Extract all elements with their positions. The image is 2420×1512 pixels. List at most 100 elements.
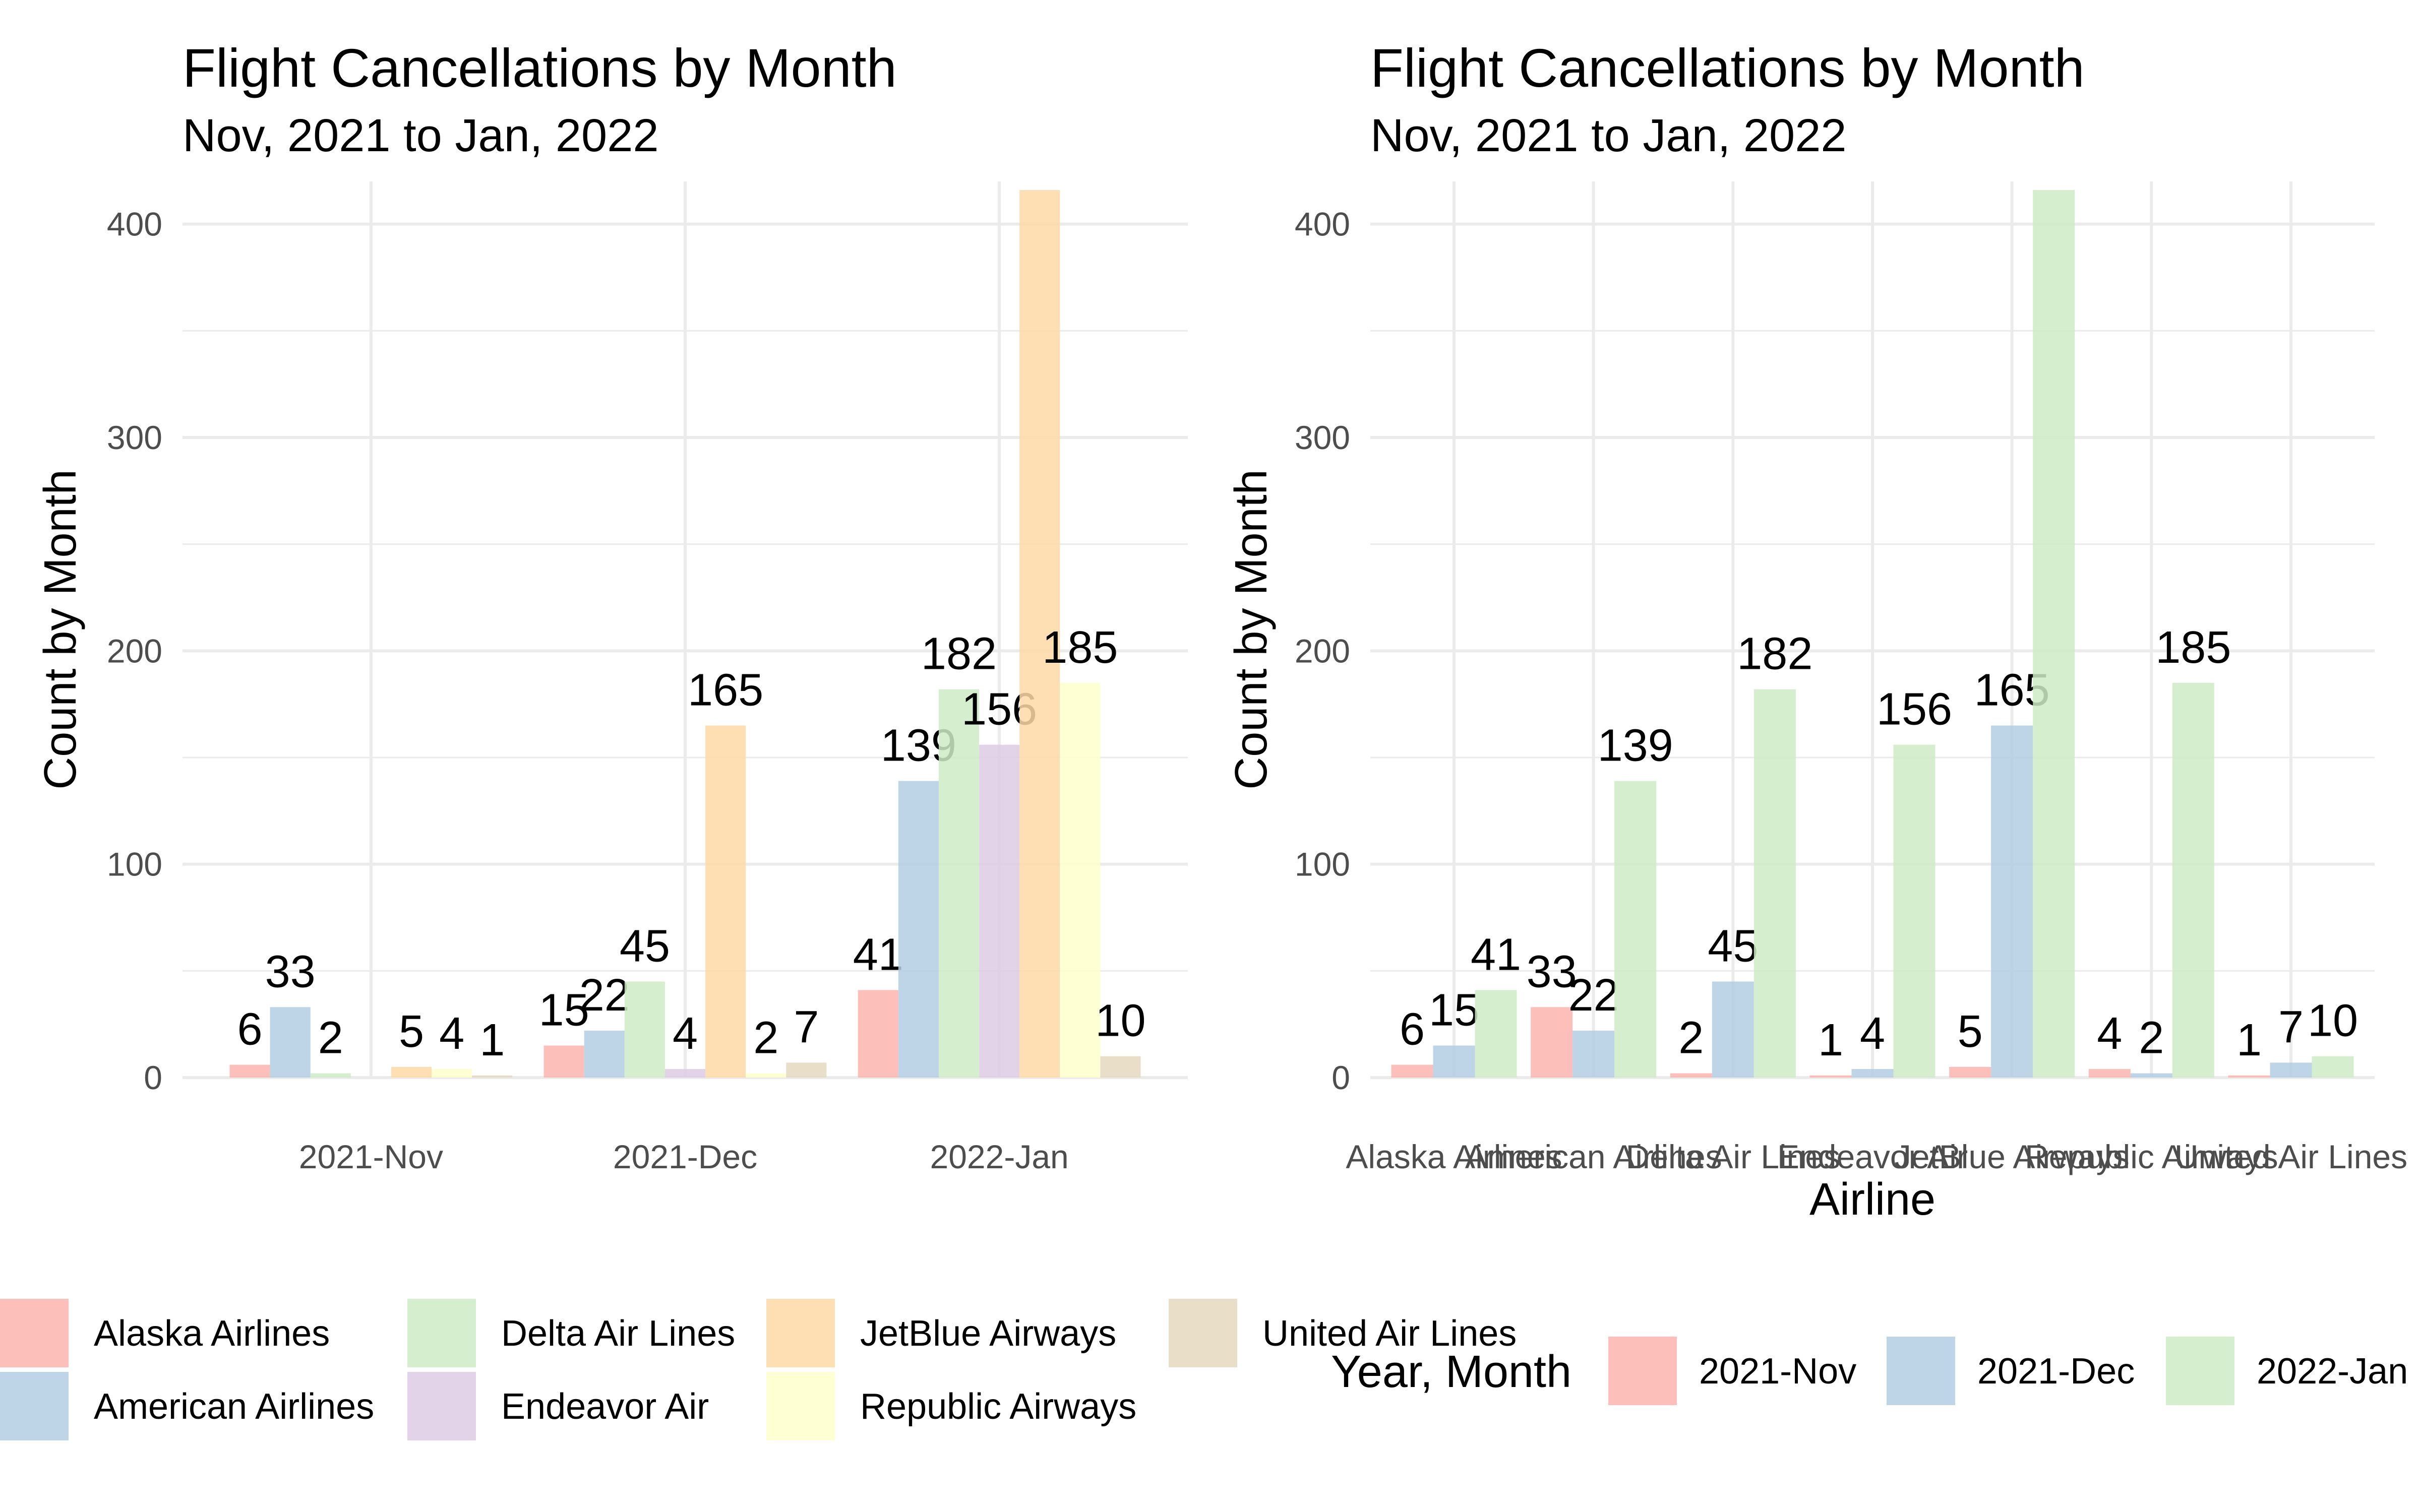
data-label: 4 [1860,1009,1885,1059]
y-tick-label: 400 [107,206,162,243]
data-label: 416 [2016,130,2092,180]
y-tick-label: 100 [1295,846,1350,883]
legend-year-month: Year, Month 2021-Nov 2021-Dec 2022-Jan [1331,1337,2408,1405]
data-label: 6 [1400,1004,1425,1055]
chart-left: Flight Cancellations by Month Nov, 2021 t… [35,37,1188,1175]
data-label: 15 [539,985,589,1036]
data-label: 2 [2139,1013,2164,1063]
data-label: 182 [1737,629,1812,679]
bar-2021-nov-endeavor-air [1809,1075,1852,1078]
bar-2021-dec-endeavor-air [1851,1069,1894,1078]
legend-key-jetblue-airways [766,1299,835,1367]
bar-endeavor-air-2022-jan [979,744,1020,1078]
bar-republic-airways-2021-dec [746,1073,786,1078]
legend-key-2021-nov [1608,1337,1677,1405]
legend-key-american-airlines [0,1372,69,1440]
x-tick-label: Republic Airways [2025,1138,2278,1175]
bar-2021-dec-alaska-airlines [1433,1045,1475,1078]
legend-key-endeavor-air [407,1372,476,1440]
bar-2021-dec-republic-airways [2130,1073,2172,1078]
chart-title: Flight Cancellations by Month [1370,37,2085,98]
bar-2021-nov-american-airlines [1531,1007,1573,1078]
data-label: 1 [479,1015,505,1065]
bar-united-air-lines-2021-nov [472,1075,513,1078]
y-tick-label: 0 [1332,1059,1350,1096]
data-label: 45 [620,921,670,972]
data-label: 33 [265,947,316,997]
data-label: 5 [1958,1006,1983,1057]
x-tick-label: Delta Air Lines [1626,1138,1841,1175]
data-label: 2 [318,1013,343,1063]
bar-delta-air-lines-2021-dec [624,981,665,1078]
data-label: 10 [1095,996,1145,1046]
bar-american-airlines-2021-dec [584,1030,625,1078]
bar-2021-dec-delta-air-lines [1712,981,1754,1078]
bar-endeavor-air-2021-dec [664,1069,706,1078]
bar-united-air-lines-2022-jan [1100,1056,1141,1078]
legend-key-delta-air-lines [407,1299,476,1367]
data-label: 15 [1429,985,1479,1036]
y-axis-title: Count by Month [35,469,86,789]
legend-label-endeavor-air: Endeavor Air [501,1387,709,1427]
bar-delta-air-lines-2021-nov [310,1073,351,1078]
data-label: 22 [1568,970,1619,1021]
bar-2022-jan-alaska-airlines [1475,990,1517,1078]
y-tick-label: 200 [1295,632,1350,669]
bar-alaska-airlines-2022-jan [858,990,898,1078]
y-tick-label: 300 [1295,419,1350,456]
data-label: 139 [1598,721,1673,771]
data-label: 6 [237,1004,262,1055]
bar-2021-nov-delta-air-lines [1670,1073,1712,1078]
bar-2022-jan-republic-airways [2172,682,2214,1078]
legend-label-2022-jan: 2022-Jan [2257,1351,2408,1392]
bar-american-airlines-2022-jan [898,781,939,1078]
legend-key-alaska-airlines [0,1299,69,1367]
data-label: 41 [853,929,903,980]
bar-2021-dec-jetblue-airways [1991,725,2033,1078]
chart-title: Flight Cancellations by Month [183,37,897,98]
legend-label-2021-dec: 2021-Dec [1977,1351,2135,1392]
data-label: 4 [439,1009,464,1059]
data-label: 7 [2278,1002,2304,1052]
data-label: 165 [688,665,763,716]
data-label: 22 [579,970,630,1021]
bar-2021-nov-republic-airways [2088,1069,2131,1078]
bar-united-air-lines-2021-dec [786,1062,827,1078]
legend-label-jetblue-airways: JetBlue Airways [860,1313,1116,1354]
x-tick-label: United Air Lines [2174,1138,2407,1175]
legend-label-2021-nov: 2021-Nov [1699,1351,1856,1392]
chart-right: Flight Cancellations by Month Nov, 2021 t… [1226,37,2407,1225]
legend-airlines: Alaska Airlines American Airlines Delta Ai… [0,1299,1517,1440]
legend-label-republic-airways: Republic Airways [860,1387,1136,1427]
x-tick-label: American Airlines [1465,1138,1722,1175]
x-tick-label: 2021-Dec [613,1138,757,1175]
bar-2021-nov-united-air-lines [2228,1075,2270,1078]
data-label: 1 [1818,1015,1843,1065]
data-label: 182 [921,629,997,679]
bar-2021-dec-american-airlines [1572,1030,1615,1078]
y-axis-title: Count by Month [1226,469,1277,789]
x-axis-title: Airline [1809,1174,1935,1225]
data-label: 41 [1471,929,1521,980]
chart-subtitle: Nov, 2021 to Jan, 2022 [1370,110,1847,161]
bar-jetblue-airways-2021-nov [391,1066,432,1078]
data-label: 416 [1002,130,1077,180]
y-tick-label: 200 [107,632,162,669]
data-label: 185 [1042,622,1118,673]
bar-2022-jan-american-airlines [1614,781,1657,1078]
y-tick-label: 400 [1295,206,1350,243]
bar-2022-jan-endeavor-air [1893,744,1935,1078]
legend-key-2021-dec [1887,1337,1955,1405]
bar-2021-nov-jetblue-airways [1949,1066,1991,1078]
y-tick-label: 100 [107,846,162,883]
bar-2021-nov-alaska-airlines [1391,1064,1433,1078]
bar-2022-jan-delta-air-lines [1753,689,1796,1078]
data-label: 7 [794,1002,819,1052]
bar-2022-jan-jetblue-airways [2033,190,2075,1078]
x-tick-label: 2021-Nov [299,1138,443,1175]
data-label: 156 [1877,684,1952,735]
data-label: 5 [399,1006,424,1057]
bar-republic-airways-2021-nov [432,1069,472,1078]
